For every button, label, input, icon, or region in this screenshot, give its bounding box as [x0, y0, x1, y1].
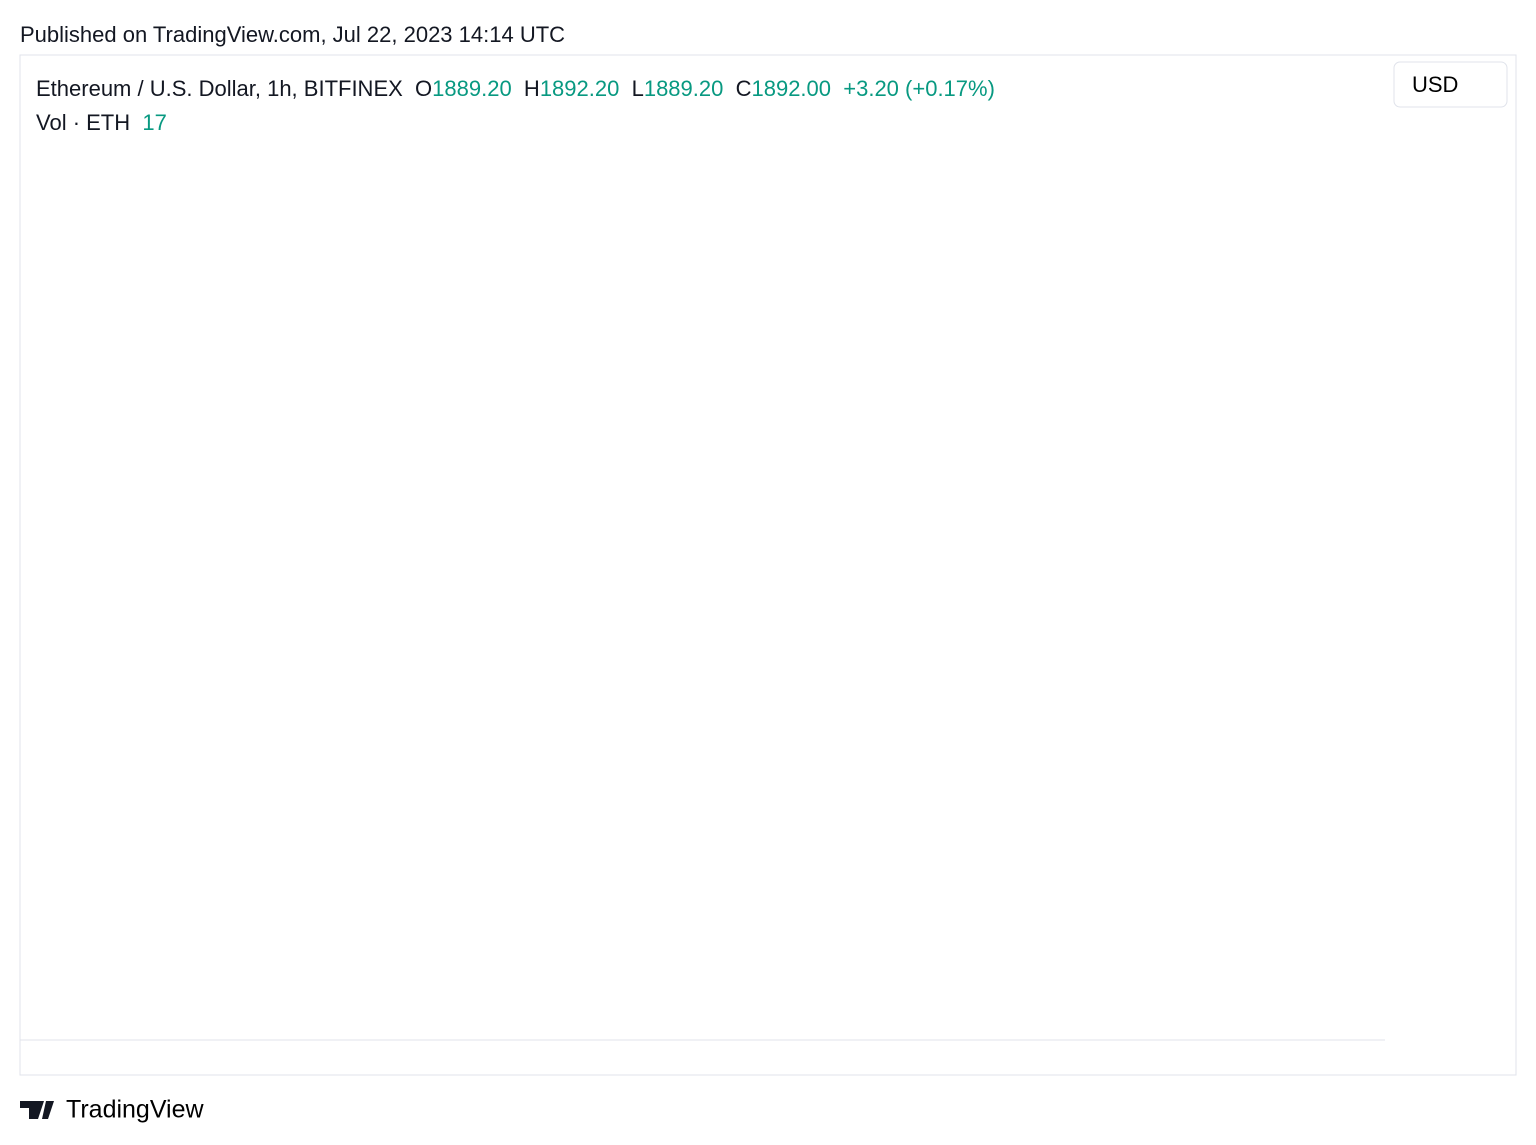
legend: Ethereum / U.S. Dollar, 1h, BITFINEX O18… — [0, 0, 1380, 136]
currency-button[interactable] — [1393, 61, 1508, 108]
chart-frame — [19, 54, 1517, 1076]
o-label: O — [415, 76, 433, 101]
high: 1892.20 — [539, 76, 620, 101]
h-label: H — [523, 76, 540, 101]
symbol-row: Ethereum / U.S. Dollar, 1h, BITFINEX O18… — [36, 76, 995, 102]
change: +3.20 (+0.17%) — [843, 76, 995, 101]
vol-label: Vol · ETH — [36, 110, 131, 135]
brand: TradingView — [66, 1096, 205, 1124]
logo — [20, 1101, 54, 1119]
published-note: Published on TradingView.com, Jul 22, 20… — [20, 22, 566, 47]
close: 1892.00 — [751, 76, 832, 101]
low: 1889.20 — [643, 76, 724, 101]
l-label: L — [631, 76, 644, 101]
currency: USD — [1412, 72, 1458, 97]
c-label: C — [735, 76, 752, 101]
vol-value: 17 — [142, 110, 167, 135]
symbol: Ethereum / U.S. Dollar, 1h, BITFINEX — [36, 76, 403, 101]
open: 1889.20 — [432, 76, 512, 101]
volume-row: Vol · ETH 17 — [36, 110, 167, 136]
